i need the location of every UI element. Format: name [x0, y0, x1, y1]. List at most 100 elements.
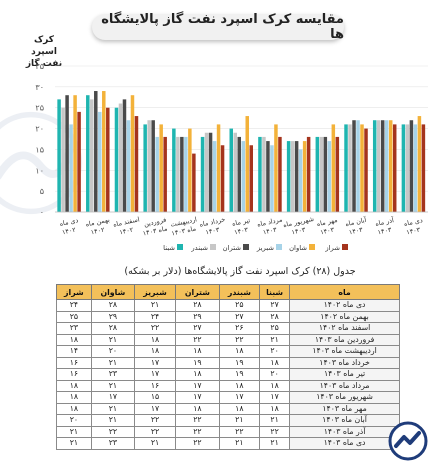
bar	[344, 124, 348, 212]
table-cell: ۱۸	[218, 345, 261, 358]
table-cell: ۲۹	[90, 310, 136, 323]
header-shabriz: شبریز	[133, 284, 177, 300]
bar	[262, 136, 266, 212]
bar	[143, 124, 147, 212]
bar	[130, 95, 135, 212]
table-cell: ۱۸	[259, 402, 291, 415]
table-cell: ۱۷	[175, 391, 220, 404]
bar	[106, 107, 110, 212]
legend-swatch	[309, 244, 315, 250]
table-cell: ۱۹	[175, 356, 220, 369]
legend-label: شراز	[324, 244, 340, 252]
table-cell: ۱۸	[175, 402, 220, 415]
table-row: تیر ماه ۱۴۰۳ ۲۰ ۱۹ ۱۸ ۱۷ ۲۳ ۱۶	[56, 368, 400, 381]
bar	[364, 128, 368, 212]
table-cell: ۱۸	[56, 391, 92, 404]
bar	[405, 124, 410, 212]
table-cell: ۱۷	[133, 368, 177, 381]
table-cell: ۲۵	[56, 310, 92, 323]
table-cell: ۲۱	[259, 333, 291, 346]
bar	[356, 120, 360, 212]
table-cell: ۲۱	[133, 437, 177, 450]
bar	[376, 120, 381, 212]
x-tick-label: ۱۴۰۲	[90, 226, 106, 237]
legend-label: شتران	[223, 244, 242, 252]
y-tick-label: ۲۵	[35, 104, 44, 113]
table-cell: ۲۸	[90, 299, 136, 312]
bar	[90, 99, 94, 212]
bar	[172, 128, 176, 212]
legend-swatch	[243, 244, 249, 250]
table-cell: ۲۱	[90, 356, 136, 369]
bar	[245, 116, 249, 212]
table-cell: ۲۱	[90, 379, 136, 392]
legend-label: شاوان	[289, 244, 307, 252]
table-cell: ۲۱	[90, 414, 136, 427]
x-tick-label: ۱۴۰۲	[61, 226, 77, 237]
bar	[266, 141, 270, 212]
bar	[331, 124, 336, 212]
bar	[274, 124, 278, 212]
header-shabna: شبنا	[259, 284, 291, 300]
bar	[212, 141, 217, 212]
bar	[86, 95, 90, 212]
x-tick-label: دی ماه	[59, 216, 79, 228]
table-cell: ۲۳	[90, 368, 136, 381]
table-cell: ۱۸	[259, 379, 291, 392]
table-cell: ۲۸	[90, 322, 136, 335]
table-row-label: مرداد ماه ۱۴۰۳	[289, 379, 400, 392]
bar	[98, 111, 102, 212]
bar	[302, 141, 307, 212]
table-row-label: تیر ماه ۱۴۰۳	[289, 368, 400, 381]
legend-label: شبندر	[190, 244, 208, 252]
bar	[327, 141, 332, 212]
bar	[372, 120, 377, 212]
table-cell: ۱۸	[259, 356, 291, 369]
bar	[278, 136, 282, 212]
table-cell: ۲۱	[90, 333, 136, 346]
table-cell: ۲۲	[175, 333, 220, 346]
table-cell: ۲۷	[259, 299, 291, 312]
bar	[188, 128, 192, 212]
table-cell: ۱۶	[133, 379, 177, 392]
table-cell: ۲۱	[56, 437, 92, 450]
y-tick-label: ۵	[40, 187, 44, 196]
bar	[290, 141, 295, 212]
y-tick-label: ۳۰	[35, 83, 44, 92]
bar	[401, 124, 406, 212]
table-cell: ۲۵	[259, 322, 291, 335]
bar	[249, 145, 253, 212]
table-cell: ۱۸	[56, 333, 92, 346]
bar	[192, 153, 196, 212]
table-row: اردیبهشت ماه ۱۴۰۳ ۲۰ ۱۸ ۱۸ ۱۸ ۲۰ ۱۴	[56, 345, 400, 358]
bar	[298, 149, 303, 212]
bar	[159, 124, 163, 212]
bar	[57, 99, 61, 212]
table-cell: ۱۷	[133, 402, 177, 415]
table-row: دی ماه ۱۴۰۲ ۲۷ ۲۵ ۲۸ ۲۱ ۲۸ ۲۴	[56, 299, 400, 312]
table-cell: ۱۵	[133, 391, 177, 404]
bar	[413, 124, 418, 212]
y-tick-label: ۱۵	[35, 145, 44, 154]
header-shavan: شاوان	[90, 284, 136, 300]
bar	[204, 132, 209, 212]
bar	[155, 136, 159, 212]
bar	[184, 136, 188, 212]
table-cell: ۱۷	[175, 379, 220, 392]
table-cell: ۲۱	[218, 414, 261, 427]
bar	[388, 120, 393, 212]
x-tick-label: ۱۴۰۳	[377, 226, 393, 237]
bar	[122, 99, 127, 212]
table-cell: ۱۹	[218, 368, 261, 381]
x-tick-label: ۱۴۰۳	[291, 226, 307, 237]
table-cell: ۲۱	[259, 437, 291, 450]
data-table: ماه شبنا شبندر شتران شبریز شاوان شراز دی…	[56, 284, 400, 450]
y-tick-label: ۱۰	[35, 166, 44, 175]
table-row: آبان ماه ۱۴۰۳ ۲۱ ۲۱ ۲۲ ۲۲ ۲۱ ۲۰	[56, 414, 400, 427]
bar	[335, 136, 340, 212]
bar	[421, 124, 426, 212]
table-cell: ۲۲	[175, 437, 220, 450]
table-row: اسفند ماه ۱۴۰۲ ۲۵ ۲۶ ۲۷ ۲۲ ۲۸ ۲۳	[56, 322, 400, 335]
bar	[348, 124, 352, 212]
